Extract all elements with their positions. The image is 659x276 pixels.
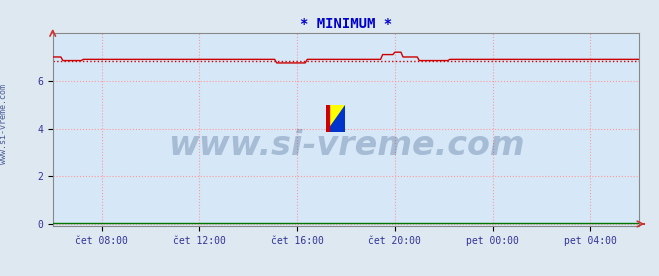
Polygon shape xyxy=(326,105,345,132)
Text: www.si-vreme.com: www.si-vreme.com xyxy=(167,129,525,162)
Text: www.si-vreme.com: www.si-vreme.com xyxy=(0,84,8,164)
Title: * MINIMUM *: * MINIMUM * xyxy=(300,17,392,31)
Polygon shape xyxy=(326,105,329,132)
Polygon shape xyxy=(326,105,345,132)
